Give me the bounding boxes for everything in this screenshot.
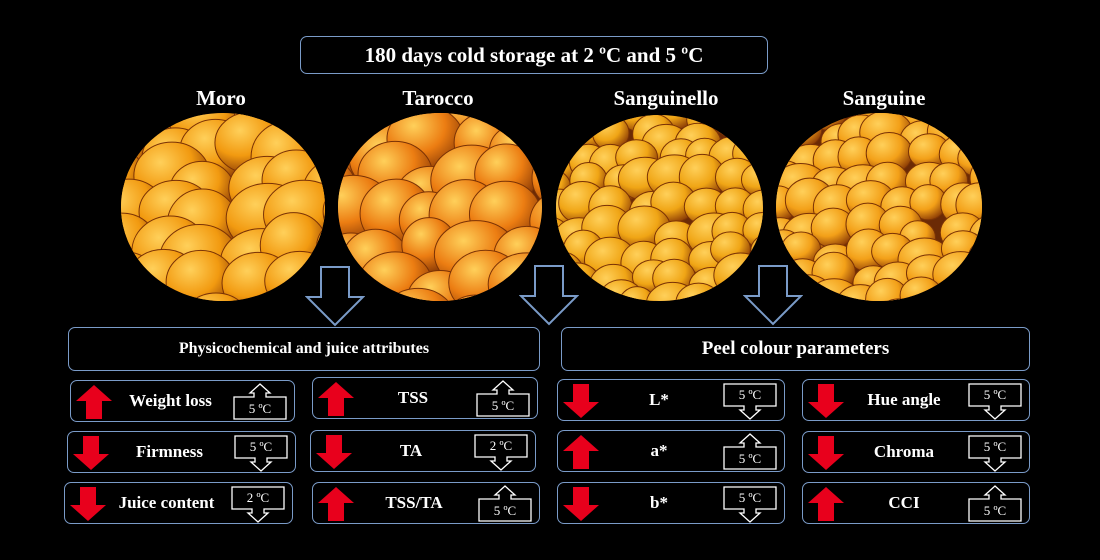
attribute-label: Hue angle <box>867 390 941 409</box>
fruit-image-moro <box>121 113 325 301</box>
increase-arrow-icon <box>808 487 844 521</box>
attribute-label: Firmness <box>135 442 204 461</box>
fruit-image-tarocco <box>338 113 542 301</box>
fruit-image-sanguinello <box>556 115 763 301</box>
decrease-arrow-icon <box>808 384 844 418</box>
temperature-label: 5 ºC <box>494 503 516 518</box>
temperature-down-arrow-icon: 5 ºC <box>723 383 777 420</box>
decrease-arrow-icon <box>808 436 844 470</box>
cultivar-label-sanguine: Sanguine <box>842 86 926 110</box>
attribute-tss: TSS 5 ºC <box>312 377 538 419</box>
attribute-label: Chroma <box>873 442 935 461</box>
down-arrow-icon <box>519 265 579 326</box>
diagram-title: 180 days cold storage at 2 ºC and 5 ºC <box>300 36 768 74</box>
temperature-label: 5 ºC <box>739 490 761 505</box>
temperature-label: 5 ºC <box>739 451 761 466</box>
temperature-up-arrow-icon: 5 ºC <box>723 433 777 470</box>
section-peel-colour: Peel colour parameters <box>561 327 1030 371</box>
down-arrow-icon <box>743 265 803 326</box>
attribute-label: CCI <box>888 493 920 512</box>
temperature-label: 2 ºC <box>247 490 269 505</box>
increase-arrow-icon <box>318 382 354 416</box>
attribute-label: L* <box>649 390 669 409</box>
increase-arrow-icon <box>318 487 354 521</box>
cultivar-label-sanguinello: Sanguinello <box>613 86 719 110</box>
attribute-juice-content: Juice content 2 ºC <box>64 482 293 524</box>
attribute-a-star: a* 5 ºC <box>557 430 785 472</box>
temperature-label: 5 ºC <box>984 503 1006 518</box>
fruit-image-sanguine <box>776 113 982 301</box>
attribute-ta: TA 2 ºC <box>310 430 536 472</box>
temperature-label: 2 ºC <box>490 438 512 453</box>
attribute-label: b* <box>650 493 668 512</box>
cultivar-label-moro: Moro <box>196 86 246 110</box>
temperature-label: 5 ºC <box>984 439 1006 454</box>
decrease-arrow-icon <box>73 436 109 470</box>
decrease-arrow-icon <box>563 384 599 418</box>
temperature-down-arrow-icon: 5 ºC <box>968 435 1022 472</box>
attribute-label: Weight loss <box>129 391 212 410</box>
temperature-up-arrow-icon: 5 ºC <box>968 485 1022 522</box>
down-arrow-icon <box>305 266 365 327</box>
temperature-down-arrow-icon: 2 ºC <box>231 486 285 523</box>
attribute-tss-ta: TSS/TA 5 ºC <box>312 482 540 524</box>
section-physicochemical: Physicochemical and juice attributes <box>68 327 540 371</box>
temperature-down-arrow-icon: 5 ºC <box>723 486 777 523</box>
temperature-up-arrow-icon: 5 ºC <box>233 383 287 420</box>
increase-arrow-icon <box>76 385 112 419</box>
decrease-arrow-icon <box>563 487 599 521</box>
attribute-chroma: Chroma 5 ºC <box>802 431 1030 473</box>
temperature-up-arrow-icon: 5 ºC <box>478 485 532 522</box>
temperature-label: 5 ºC <box>739 387 761 402</box>
attribute-hue-angle: Hue angle 5 ºC <box>802 379 1030 421</box>
attribute-cci: CCI 5 ºC <box>802 482 1030 524</box>
attribute-firmness: Firmness 5 ºC <box>67 431 296 473</box>
temperature-down-arrow-icon: 2 ºC <box>474 434 528 471</box>
increase-arrow-icon <box>563 435 599 469</box>
attribute-label: TSS/TA <box>385 493 443 512</box>
decrease-arrow-icon <box>70 487 106 521</box>
attribute-l-star: L* 5 ºC <box>557 379 785 421</box>
temperature-label: 5 ºC <box>492 398 514 413</box>
cultivar-label-tarocco: Tarocco <box>402 86 474 110</box>
temperature-down-arrow-icon: 5 ºC <box>234 435 288 472</box>
temperature-label: 5 ºC <box>250 439 272 454</box>
temperature-label: 5 ºC <box>984 387 1006 402</box>
attribute-label: Juice content <box>118 493 215 512</box>
temperature-label: 5 ºC <box>249 401 271 416</box>
attribute-label: TA <box>399 441 423 460</box>
attribute-label: TSS <box>397 388 429 407</box>
attribute-label: a* <box>650 441 668 460</box>
decrease-arrow-icon <box>316 435 352 469</box>
attribute-b-star: b* 5 ºC <box>557 482 785 524</box>
temperature-up-arrow-icon: 5 ºC <box>476 380 530 417</box>
temperature-down-arrow-icon: 5 ºC <box>968 383 1022 420</box>
attribute-weight-loss: Weight loss 5 ºC <box>70 380 295 422</box>
